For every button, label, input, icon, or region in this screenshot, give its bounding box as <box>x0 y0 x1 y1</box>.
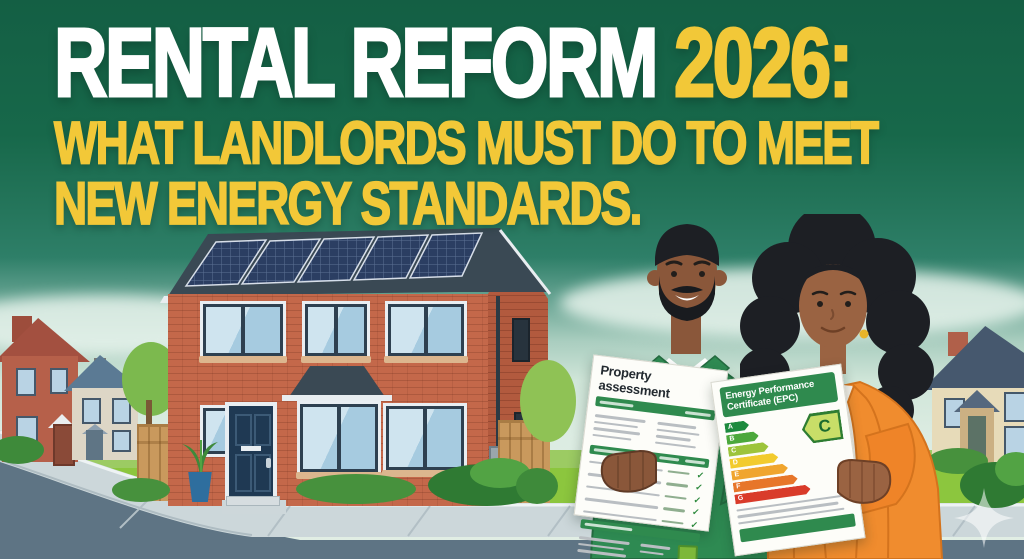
epc-band-letter: D <box>732 459 739 467</box>
title-line-1-year: 2026: <box>655 7 854 118</box>
banner-title: RENTAL REFORM 2026: WHAT LANDLORDS MUST … <box>53 12 880 238</box>
tree <box>520 360 576 442</box>
door-canopy <box>82 424 108 434</box>
roof-with-solar-panels <box>160 228 552 303</box>
window-upper-middle <box>301 304 371 363</box>
epc-band-letter: C <box>730 447 737 455</box>
door-panel <box>254 454 271 492</box>
door-handle <box>266 458 271 468</box>
potted-plant-leaves <box>182 440 218 476</box>
approval-stamp-icon <box>677 544 698 559</box>
bush <box>995 452 1024 486</box>
door-panel <box>235 414 252 446</box>
sparkle-icon <box>954 488 1014 548</box>
door-panel <box>254 414 271 446</box>
epc-band-letter: A <box>727 423 734 432</box>
bush <box>0 436 44 464</box>
front-door <box>229 406 273 500</box>
woman-hand <box>837 458 892 504</box>
window <box>112 430 131 452</box>
tree-trunk <box>146 400 152 434</box>
bush <box>516 468 558 504</box>
window <box>82 398 101 424</box>
check-icon: ✓ <box>696 469 705 481</box>
solar-panel-array <box>184 232 484 287</box>
door <box>86 430 103 460</box>
epc-band-letter: B <box>729 435 736 443</box>
title-line-1-white: RENTAL REFORM <box>53 7 660 118</box>
downpipe <box>496 296 500 502</box>
bush <box>296 474 416 504</box>
plant-pot <box>188 472 212 502</box>
title-line-1: RENTAL REFORM 2026: <box>53 12 877 113</box>
check-icon: ✓ <box>691 506 701 518</box>
epc-band-letter: E <box>734 470 740 479</box>
window <box>1004 392 1024 422</box>
bay-window <box>296 404 382 479</box>
window-lower-right <box>382 406 468 477</box>
window <box>112 398 131 424</box>
window-upper-right <box>384 304 468 363</box>
epc-band-letter: G <box>737 494 744 503</box>
man-hand <box>600 449 657 493</box>
check-icon: ✓ <box>693 494 702 506</box>
check-icon: ✓ <box>690 518 699 530</box>
epc-rating-letter: C <box>803 412 841 442</box>
title-line-3: NEW ENERGY STANDARDS. <box>53 168 643 238</box>
check-icon: ✓ <box>694 481 704 493</box>
window <box>16 368 36 396</box>
window <box>50 368 68 394</box>
side-window <box>512 318 530 362</box>
window-upper-left <box>199 304 287 363</box>
door-panel <box>235 454 252 492</box>
door-step <box>226 496 280 506</box>
bush <box>112 478 170 502</box>
property-assessment-document: Property assessment ✓ ✓ ✓ ✓ ✓ <box>573 354 729 559</box>
title-line-2: WHAT LANDLORDS MUST DO TO MEET <box>53 107 880 177</box>
porch-canopy-fascia <box>282 395 392 401</box>
epc-band-letter: F <box>735 482 741 491</box>
letterbox <box>241 446 261 451</box>
